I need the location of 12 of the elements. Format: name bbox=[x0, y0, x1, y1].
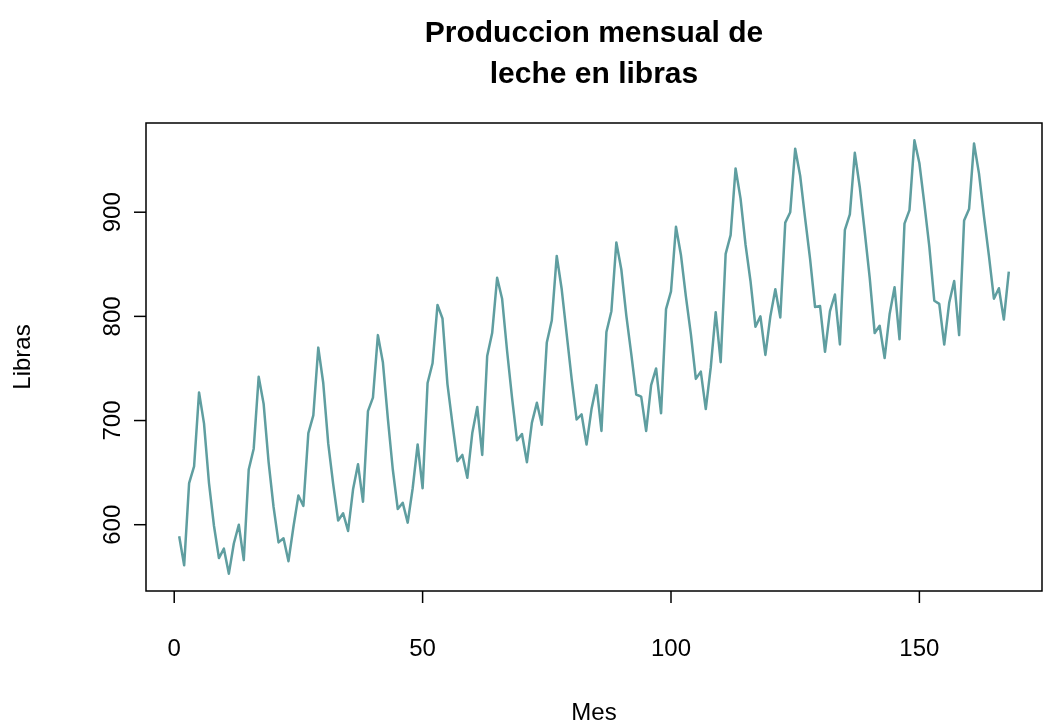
chart-title: Produccion mensual de leche en libras bbox=[424, 15, 764, 89]
x-tick-label: 0 bbox=[167, 634, 181, 661]
line-series bbox=[177, 139, 1011, 575]
x-tick-label: 50 bbox=[409, 634, 436, 661]
y-tick-label: 700 bbox=[98, 400, 125, 441]
y-tick-label: 900 bbox=[98, 192, 125, 233]
x-tick-label: 150 bbox=[899, 634, 940, 661]
x-axis-title: Mes bbox=[571, 698, 617, 725]
x-tick-label: 100 bbox=[650, 634, 692, 661]
y-tick-label: 600 bbox=[98, 504, 125, 545]
y-tick-label: 800 bbox=[98, 296, 125, 337]
y-axis-title: Libras bbox=[8, 324, 35, 390]
